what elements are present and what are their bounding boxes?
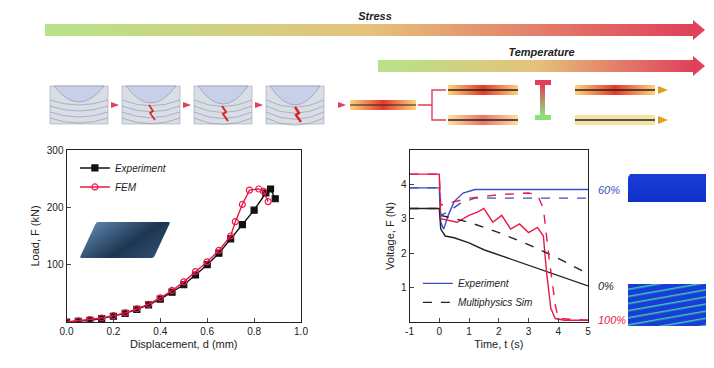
svg-text:4: 4 [401, 179, 407, 190]
svg-text:FEM: FEM [115, 182, 137, 193]
svg-text:Experiment: Experiment [458, 278, 510, 289]
svg-text:0.4: 0.4 [153, 326, 167, 337]
svg-text:60%: 60% [598, 184, 620, 196]
svg-text:300: 300 [47, 145, 64, 156]
svg-text:100%: 100% [598, 314, 626, 326]
svg-text:Time, t (s): Time, t (s) [474, 338, 523, 350]
svg-text:200: 200 [47, 202, 64, 213]
svg-text:0.6: 0.6 [200, 326, 214, 337]
svg-text:Stress: Stress [358, 10, 392, 22]
svg-text:1: 1 [401, 282, 407, 293]
svg-text:1.0: 1.0 [294, 326, 308, 337]
svg-text:5: 5 [585, 326, 591, 337]
svg-text:0: 0 [436, 326, 442, 337]
svg-text:Temperature: Temperature [508, 46, 574, 58]
svg-text:Experiment: Experiment [115, 163, 167, 174]
svg-text:0.8: 0.8 [247, 326, 261, 337]
svg-text:-1: -1 [405, 326, 414, 337]
svg-text:Displacement, d (mm): Displacement, d (mm) [130, 338, 238, 350]
svg-text:Voltage, F (N): Voltage, F (N) [384, 202, 396, 270]
svg-text:100: 100 [47, 259, 64, 270]
svg-text:3: 3 [526, 326, 532, 337]
svg-text:3: 3 [401, 213, 407, 224]
svg-text:0.2: 0.2 [106, 326, 120, 337]
svg-text:Load, F (kN): Load, F (kN) [29, 205, 41, 266]
svg-text:0%: 0% [598, 280, 614, 292]
svg-text:1: 1 [466, 326, 472, 337]
svg-text:Multiphysics Sim: Multiphysics Sim [458, 297, 532, 308]
svg-text:0.0: 0.0 [60, 326, 74, 337]
svg-text:2: 2 [496, 326, 502, 337]
svg-text:4: 4 [555, 326, 561, 337]
svg-text:2: 2 [401, 248, 407, 259]
